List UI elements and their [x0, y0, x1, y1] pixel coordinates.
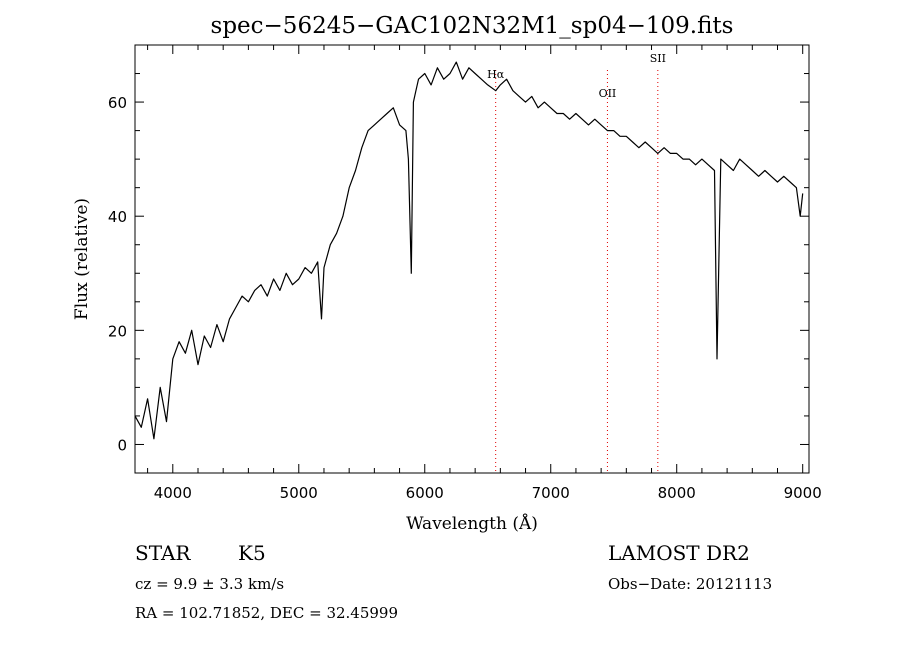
observation-date: Obs−Date: 20121113 [608, 575, 773, 593]
x-tick-label: 7000 [532, 484, 570, 502]
x-axis-title: Wavelength (Å) [406, 513, 538, 534]
plot-frame [134, 44, 810, 474]
y-tick-label: 0 [117, 436, 127, 454]
spectrum-line [134, 61, 804, 440]
x-tick-label: 4000 [154, 484, 192, 502]
x-tick-label: 5000 [280, 484, 318, 502]
x-tick-label: 9000 [784, 484, 822, 502]
survey-name: LAMOST DR2 [608, 541, 750, 565]
ra-dec: RA = 102.71852, DEC = 32.45999 [135, 604, 399, 622]
emission-line-label: SII [650, 52, 666, 65]
y-tick-label: 40 [108, 208, 127, 226]
axis-ticks: 4000 5000 6000 7000 8000 9000 0 20 40 60 [108, 44, 822, 502]
x-tick-label: 8000 [658, 484, 696, 502]
x-tick-label: 6000 [406, 484, 444, 502]
chart-title: spec−56245−GAC102N32M1_sp04−109.fits [211, 13, 734, 39]
redshift-cz: cz = 9.9 ± 3.3 km/s [135, 575, 285, 593]
spectrum-series [134, 61, 804, 440]
emission-line-label: Hα [487, 68, 505, 81]
y-tick-label: 60 [108, 94, 127, 112]
emission-line-markers: Hα OII SII [487, 52, 666, 473]
object-subclass: K5 [238, 541, 266, 565]
emission-line-label: OII [599, 87, 617, 100]
object-class: STAR [135, 541, 191, 565]
y-axis-title: Flux (relative) [72, 198, 92, 320]
y-tick-label: 20 [108, 322, 127, 340]
